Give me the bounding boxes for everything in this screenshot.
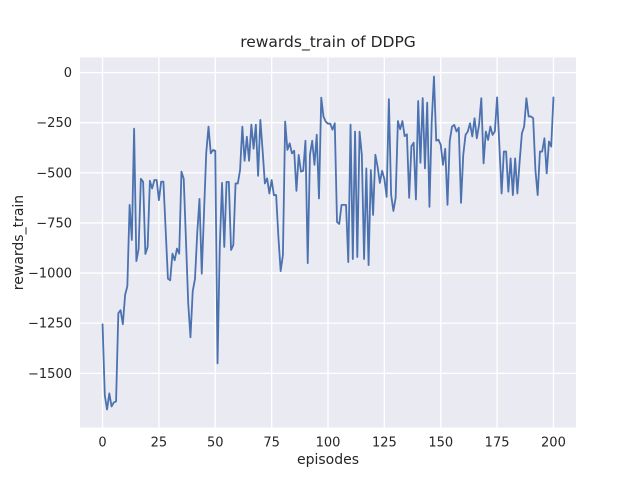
y-tick-label: −1500	[28, 367, 72, 382]
x-tick-label: 150	[428, 436, 453, 451]
y-tick-label: −250	[36, 116, 72, 131]
rewards-line	[101, 75, 555, 411]
y-tick-label: −500	[36, 166, 72, 181]
x-tick-label: 175	[485, 436, 510, 451]
x-tick-label: 75	[263, 436, 280, 451]
y-tick-label: 0	[64, 66, 72, 81]
y-axis-label: rewards_train	[11, 195, 27, 290]
y-tick-label: −1250	[28, 317, 72, 332]
x-tick-label: 0	[98, 436, 106, 451]
x-tick-label: 200	[541, 436, 566, 451]
plot-layer: 0 −250 −500 −750 −1000 −1250 −1500 0 25 50 75 100 12…	[28, 57, 576, 451]
x-tick-label: 100	[316, 436, 341, 451]
x-tick-label: 25	[151, 436, 168, 451]
x-tick-label: 125	[372, 436, 397, 451]
chart-title: rewards_train of DDPG	[240, 33, 416, 52]
y-tick-label: −750	[36, 216, 72, 231]
x-tick-label: 50	[207, 436, 224, 451]
y-tick-label: −1000	[28, 267, 72, 282]
x-axis-label: episodes	[297, 452, 359, 468]
